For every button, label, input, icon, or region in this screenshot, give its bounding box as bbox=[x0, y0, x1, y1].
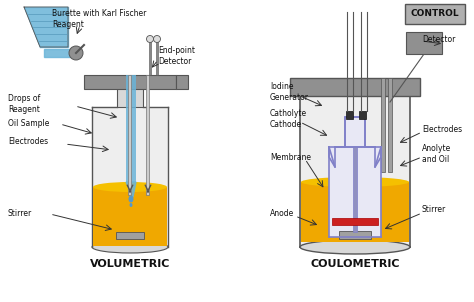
Text: CONTROL: CONTROL bbox=[410, 9, 459, 18]
Polygon shape bbox=[84, 75, 176, 89]
Polygon shape bbox=[406, 32, 442, 54]
Text: Electrodes: Electrodes bbox=[422, 124, 462, 133]
Text: Membrane: Membrane bbox=[270, 153, 311, 162]
Polygon shape bbox=[329, 147, 381, 237]
Polygon shape bbox=[44, 49, 70, 57]
Polygon shape bbox=[70, 49, 77, 57]
Ellipse shape bbox=[69, 46, 83, 60]
Polygon shape bbox=[381, 78, 385, 172]
Polygon shape bbox=[290, 78, 420, 96]
Polygon shape bbox=[24, 7, 68, 47]
Polygon shape bbox=[346, 111, 353, 119]
Text: Iodine
Generator: Iodine Generator bbox=[270, 82, 309, 102]
Polygon shape bbox=[116, 232, 144, 239]
Text: Anode: Anode bbox=[270, 210, 294, 219]
Polygon shape bbox=[73, 53, 80, 59]
Ellipse shape bbox=[154, 36, 161, 43]
Polygon shape bbox=[117, 85, 143, 107]
Polygon shape bbox=[388, 78, 392, 172]
Ellipse shape bbox=[92, 241, 168, 253]
Polygon shape bbox=[339, 231, 371, 239]
Polygon shape bbox=[300, 92, 410, 247]
Polygon shape bbox=[93, 187, 167, 246]
Text: Drops of
Reagent: Drops of Reagent bbox=[8, 94, 40, 114]
Polygon shape bbox=[126, 182, 136, 197]
Ellipse shape bbox=[300, 240, 410, 254]
Polygon shape bbox=[301, 182, 409, 242]
Text: Stirrer: Stirrer bbox=[422, 205, 446, 214]
Polygon shape bbox=[359, 111, 366, 119]
Polygon shape bbox=[92, 107, 117, 117]
Ellipse shape bbox=[129, 203, 133, 207]
Polygon shape bbox=[92, 107, 168, 247]
Text: Stirrer: Stirrer bbox=[8, 210, 32, 219]
Polygon shape bbox=[353, 147, 357, 232]
Polygon shape bbox=[149, 40, 151, 75]
Text: VOLUMETRIC: VOLUMETRIC bbox=[90, 259, 170, 269]
Polygon shape bbox=[146, 75, 149, 195]
Polygon shape bbox=[405, 4, 465, 24]
Polygon shape bbox=[143, 107, 168, 117]
Ellipse shape bbox=[128, 195, 134, 203]
Ellipse shape bbox=[93, 182, 167, 192]
Polygon shape bbox=[329, 117, 381, 167]
Ellipse shape bbox=[146, 36, 154, 43]
Text: End-point
Detector: End-point Detector bbox=[158, 46, 195, 66]
Polygon shape bbox=[176, 75, 188, 89]
Polygon shape bbox=[128, 75, 131, 195]
Text: Oil Sample: Oil Sample bbox=[8, 120, 49, 128]
Polygon shape bbox=[345, 117, 365, 147]
Polygon shape bbox=[126, 75, 136, 182]
Text: Catholyte
Cathode: Catholyte Cathode bbox=[270, 109, 307, 129]
Text: Burette with Karl Fischer
Reagent: Burette with Karl Fischer Reagent bbox=[52, 9, 146, 29]
Ellipse shape bbox=[301, 177, 409, 187]
Text: COULOMETRIC: COULOMETRIC bbox=[310, 259, 400, 269]
Polygon shape bbox=[332, 218, 378, 225]
Text: Anolyte
and Oil: Anolyte and Oil bbox=[422, 144, 451, 164]
Text: Detector: Detector bbox=[422, 34, 456, 43]
Text: Electrodes: Electrodes bbox=[8, 137, 48, 146]
Polygon shape bbox=[156, 40, 158, 75]
